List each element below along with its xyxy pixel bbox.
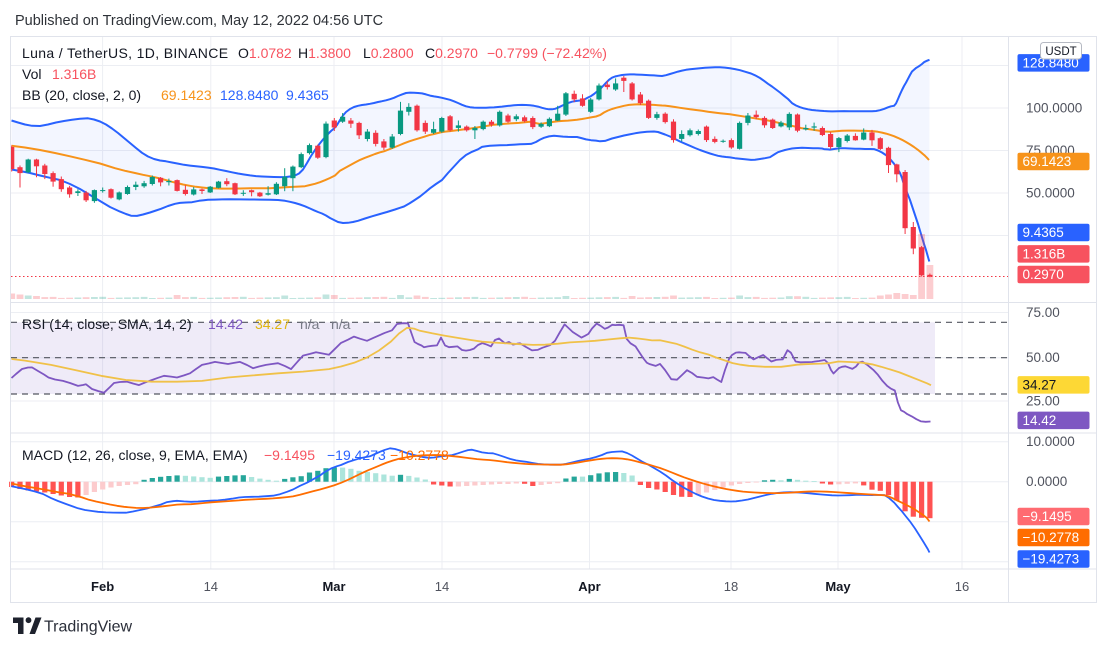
svg-text:1.316B: 1.316B — [52, 66, 96, 82]
svg-text:−10.2778: −10.2778 — [390, 447, 449, 463]
svg-text:100.0000: 100.0000 — [1026, 101, 1082, 116]
svg-text:69.1423: 69.1423 — [161, 87, 212, 103]
svg-text:−9.1495: −9.1495 — [264, 447, 315, 463]
svg-text:14.42: 14.42 — [208, 316, 243, 332]
svg-text:10.0000: 10.0000 — [1026, 434, 1075, 449]
svg-text:−10.2778: −10.2778 — [1023, 530, 1080, 545]
svg-text:69.1423: 69.1423 — [1023, 154, 1072, 169]
svg-text:Mar: Mar — [322, 579, 345, 594]
svg-text:−19.4273: −19.4273 — [1023, 552, 1080, 567]
svg-text:−0.7799 (−72.42%): −0.7799 (−72.42%) — [487, 45, 607, 61]
svg-text:MACD (12, 26, close, 9, EMA, E: MACD (12, 26, close, 9, EMA, EMA) — [22, 447, 248, 463]
svg-text:L0.2800: L0.2800 — [363, 45, 414, 61]
svg-text:−9.1495: −9.1495 — [1023, 509, 1072, 524]
svg-text:Published on TradingView.com,: Published on TradingView.com, May 12, 20… — [15, 13, 383, 29]
svg-text:16: 16 — [955, 579, 969, 594]
svg-text:128.8480: 128.8480 — [220, 87, 279, 103]
svg-text:n/a: n/a — [300, 316, 320, 332]
svg-text:18: 18 — [724, 579, 738, 594]
svg-text:Feb: Feb — [91, 579, 114, 594]
svg-text:n/a: n/a — [331, 316, 351, 332]
svg-text:Vol: Vol — [22, 66, 41, 82]
svg-text:Apr: Apr — [578, 579, 600, 594]
svg-text:25.00: 25.00 — [1026, 394, 1060, 409]
svg-text:1.316B: 1.316B — [1023, 247, 1066, 262]
svg-text:50.0000: 50.0000 — [1026, 186, 1075, 201]
svg-text:75.00: 75.00 — [1026, 305, 1060, 320]
svg-text:9.4365: 9.4365 — [286, 87, 329, 103]
svg-text:H1.3800: H1.3800 — [298, 45, 351, 61]
svg-text:May: May — [825, 579, 851, 594]
svg-text:9.4365: 9.4365 — [1023, 225, 1064, 240]
svg-text:34.27: 34.27 — [1023, 378, 1057, 393]
svg-text:RSI (14, close, SMA, 14, 2): RSI (14, close, SMA, 14, 2) — [22, 316, 192, 332]
svg-text:34.27: 34.27 — [255, 316, 290, 332]
svg-text:Luna / TetherUS, 1D, BINANCE: Luna / TetherUS, 1D, BINANCE — [22, 45, 228, 61]
svg-text:−19.4273: −19.4273 — [327, 447, 386, 463]
svg-text:14: 14 — [204, 579, 218, 594]
svg-text:TradingView: TradingView — [44, 619, 132, 636]
svg-text:50.00: 50.00 — [1026, 350, 1060, 365]
svg-text:BB (20, close, 2, 0): BB (20, close, 2, 0) — [22, 87, 141, 103]
svg-text:0.0000: 0.0000 — [1026, 474, 1067, 489]
svg-text:O1.0782: O1.0782 — [238, 45, 292, 61]
svg-text:14.42: 14.42 — [1023, 413, 1057, 428]
svg-text:14: 14 — [435, 579, 449, 594]
svg-text:0.2970: 0.2970 — [1023, 267, 1064, 282]
svg-text:USDT: USDT — [1045, 46, 1076, 58]
svg-text:C0.2970: C0.2970 — [425, 45, 478, 61]
